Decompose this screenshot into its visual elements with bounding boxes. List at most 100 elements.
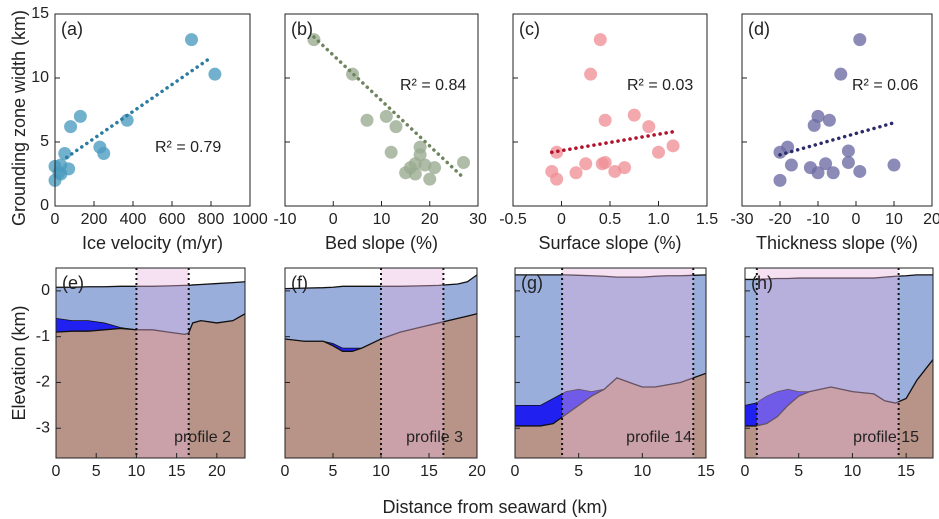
panel-label: (f) bbox=[291, 273, 308, 293]
point bbox=[97, 147, 111, 161]
trend-line bbox=[312, 35, 466, 180]
layer-edge bbox=[745, 359, 934, 427]
point bbox=[853, 164, 867, 178]
layer bbox=[745, 274, 933, 406]
plot-frame bbox=[744, 267, 934, 459]
layer-edge bbox=[515, 372, 707, 427]
zone bbox=[756, 268, 899, 458]
layer bbox=[515, 373, 706, 426]
annotation: R² = 0.79 bbox=[155, 139, 221, 156]
x-tick-label: -10 bbox=[806, 211, 829, 228]
trend-line bbox=[778, 121, 896, 157]
plot-frame bbox=[741, 13, 933, 207]
zone bbox=[381, 268, 444, 458]
panel-label: (g) bbox=[521, 273, 543, 293]
layer-edge bbox=[55, 313, 246, 336]
point bbox=[784, 158, 798, 172]
point bbox=[819, 157, 833, 171]
annotation: R² = 0.84 bbox=[400, 77, 466, 94]
x-tick-label: 10 bbox=[128, 463, 146, 480]
x-tick-label: 5 bbox=[329, 463, 338, 480]
x-tick-label: -10 bbox=[273, 211, 296, 228]
point bbox=[642, 120, 656, 134]
x-tick-label: 10 bbox=[885, 211, 903, 228]
y-tick-label: 0 bbox=[40, 197, 49, 214]
point bbox=[618, 161, 632, 175]
x-tick-label: 10 bbox=[633, 463, 651, 480]
x-tick-label: -0.5 bbox=[499, 211, 527, 228]
point bbox=[379, 109, 393, 123]
panel-label: (d) bbox=[748, 19, 770, 39]
x-tick-label: 15 bbox=[897, 463, 915, 480]
x-tick-label: 0 bbox=[511, 463, 520, 480]
point bbox=[569, 166, 583, 180]
annotation: R² = 0.03 bbox=[627, 77, 693, 94]
point bbox=[887, 158, 901, 172]
x-tick-label: 10 bbox=[373, 211, 391, 228]
x-axis-label: Bed slope (%) bbox=[325, 233, 438, 253]
zone bbox=[562, 268, 694, 458]
x-tick-label: 0 bbox=[281, 463, 290, 480]
panel-label: (c) bbox=[519, 19, 540, 39]
point bbox=[120, 113, 134, 127]
x-tick-label: 20 bbox=[923, 211, 939, 228]
point bbox=[54, 167, 68, 181]
layer bbox=[515, 274, 706, 406]
point bbox=[64, 120, 78, 134]
y-tick-label: 10 bbox=[31, 69, 49, 86]
x-axis-label: Thickness slope (%) bbox=[756, 233, 918, 253]
y-tick-label: -1 bbox=[36, 328, 50, 345]
layer bbox=[56, 313, 245, 335]
layer-edge bbox=[56, 281, 246, 288]
panel-label: (h) bbox=[751, 273, 773, 293]
x-tick-label: 0 bbox=[51, 211, 60, 228]
x-tick-label: 5 bbox=[794, 463, 803, 480]
x-tick-label: 10 bbox=[844, 463, 862, 480]
panel-label: (a) bbox=[61, 19, 83, 39]
point bbox=[408, 167, 422, 181]
panel-label: (e) bbox=[62, 273, 84, 293]
annotation: profile 2 bbox=[174, 429, 231, 446]
point bbox=[627, 108, 641, 122]
y-tick-label: 15 bbox=[31, 5, 49, 22]
x-tick-label: 15 bbox=[168, 463, 186, 480]
x-tick-label: 1000 bbox=[232, 211, 268, 228]
zone bbox=[136, 268, 189, 458]
y-tick-label: -3 bbox=[36, 419, 50, 436]
annotation: profile 15 bbox=[853, 429, 919, 446]
trend-line bbox=[550, 130, 675, 154]
annotation: profile 3 bbox=[406, 429, 463, 446]
x-tick-label: -30 bbox=[730, 211, 753, 228]
layer bbox=[745, 359, 933, 458]
point bbox=[389, 120, 403, 134]
x-tick-label: 0 bbox=[329, 211, 338, 228]
point bbox=[652, 145, 665, 159]
annotation: profile 14 bbox=[626, 429, 692, 446]
point bbox=[428, 161, 442, 175]
point bbox=[413, 148, 427, 162]
point bbox=[834, 67, 848, 81]
point bbox=[579, 157, 593, 171]
y-tick-label: 0 bbox=[41, 282, 50, 299]
x-axis-label: Ice velocity (m/yr) bbox=[82, 233, 223, 253]
y-tick-label: 5 bbox=[40, 133, 49, 150]
layer bbox=[285, 313, 477, 458]
point bbox=[360, 113, 374, 127]
trend-line bbox=[64, 55, 213, 160]
x-tick-label: 600 bbox=[159, 211, 186, 228]
annotation: R² = 0.06 bbox=[852, 77, 918, 94]
x-tick-label: 30 bbox=[469, 211, 487, 228]
x-tick-label: 0 bbox=[741, 463, 750, 480]
plot-frame bbox=[55, 267, 246, 459]
y-tick-label: -2 bbox=[36, 374, 50, 391]
x-tick-label: 400 bbox=[120, 211, 147, 228]
layer-edge bbox=[284, 313, 478, 352]
point bbox=[593, 33, 607, 47]
x-tick-label: 15 bbox=[420, 463, 438, 480]
point bbox=[550, 172, 564, 186]
x-tick-label: 800 bbox=[198, 211, 225, 228]
plot-frame bbox=[514, 267, 707, 459]
plot-frame bbox=[54, 13, 251, 207]
layer-edge bbox=[284, 274, 478, 290]
